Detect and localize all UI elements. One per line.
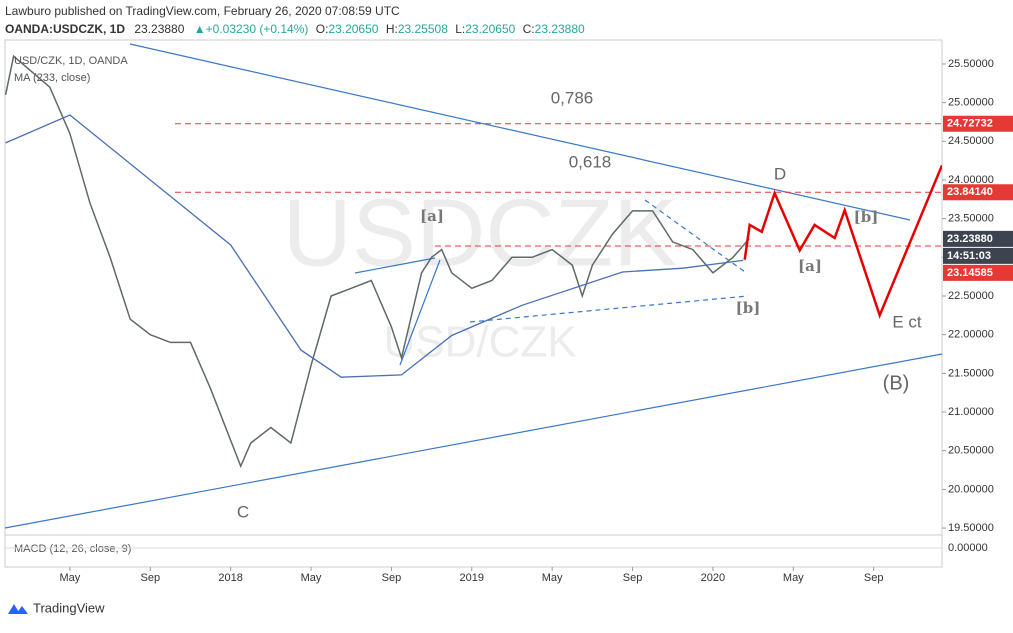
legend-entry: MA (233, close) xyxy=(14,72,90,84)
price-badge-label: 24.72732 xyxy=(947,118,993,130)
price-line xyxy=(5,54,750,469)
price-badge xyxy=(943,115,1013,132)
last: 23.23880 xyxy=(134,22,184,36)
trend-line xyxy=(399,259,441,366)
y-tick-label: 20.50000 xyxy=(948,445,994,457)
h-val: 23.25508 xyxy=(398,22,448,36)
y-tick-label: 21.00000 xyxy=(948,406,994,418)
watermark-sub: USD/CZK xyxy=(383,318,576,367)
wave-label: (B) xyxy=(883,372,910,394)
x-tick-label: Sep xyxy=(864,572,884,584)
c-val: 23.23880 xyxy=(535,22,585,36)
wave-label: D xyxy=(774,164,786,183)
price-badge xyxy=(943,230,1013,247)
change: ▲+0.03230 (+0.14%) xyxy=(194,22,309,36)
symbol: OANDA:USDCZK, 1D xyxy=(5,22,125,36)
trend-line xyxy=(354,257,436,274)
y-tick-label: 25.00000 xyxy=(948,97,994,109)
x-tick-label: 2020 xyxy=(701,572,725,584)
countdown-badge xyxy=(943,247,1013,264)
macd-pane xyxy=(4,534,943,568)
price-badge xyxy=(943,184,1013,201)
x-tick-label: May xyxy=(301,572,322,584)
wave-label: E ct xyxy=(892,312,922,331)
l-val: 23.20650 xyxy=(465,22,515,36)
fib-label: 0,618 xyxy=(569,152,612,171)
wave-label: [a] xyxy=(798,257,822,275)
o-val: 23.20650 xyxy=(328,22,378,36)
fib-label: 0,786 xyxy=(551,88,594,107)
y-tick-label: 22.50000 xyxy=(948,290,994,302)
x-tick-label: Sep xyxy=(140,572,160,584)
y-tick-label: 22.00000 xyxy=(948,329,994,341)
watermark: USDCZK xyxy=(283,179,678,286)
y-tick-label: 24.00000 xyxy=(948,174,994,186)
price-badge-label: 23.23880 xyxy=(947,233,993,245)
price-badge xyxy=(943,264,1013,281)
macd-label: MACD (12, 26, close, 9) xyxy=(14,543,131,555)
projection-line xyxy=(743,164,942,319)
o: O: xyxy=(316,22,329,36)
x-tick-label: Sep xyxy=(382,572,402,584)
y-tick-label: 20.00000 xyxy=(948,483,994,495)
trend-line xyxy=(469,295,749,323)
price-badge-label: 23.14585 xyxy=(947,267,993,279)
h: H: xyxy=(386,22,398,36)
trend-line xyxy=(129,43,911,221)
price-badge-label: 23.84140 xyxy=(947,186,993,198)
x-tick-label: Sep xyxy=(623,572,643,584)
countdown-label: 14:51:03 xyxy=(947,250,991,262)
c: C: xyxy=(523,22,535,36)
x-tick-label: 2018 xyxy=(218,572,242,584)
series-layer xyxy=(5,54,942,469)
logo xyxy=(8,604,28,614)
y-tick-label: 19.50000 xyxy=(948,522,994,534)
x-tick-label: May xyxy=(542,572,563,584)
wave-label: C xyxy=(237,502,249,521)
wave-label: [a] xyxy=(420,207,444,225)
y-tick-label: 24.50000 xyxy=(948,135,994,147)
trend-lines xyxy=(4,43,943,529)
l: L: xyxy=(455,22,465,36)
footer-text: TradingView xyxy=(33,600,105,615)
wave-label: [b] xyxy=(854,208,879,226)
legend-entry: USD/CZK, 1D, OANDA xyxy=(14,55,128,67)
x-tick-label: May xyxy=(60,572,81,584)
x-tick-label: 2019 xyxy=(460,572,484,584)
y-tick-label: 21.50000 xyxy=(948,367,994,379)
y-tick-label: 25.50000 xyxy=(948,58,994,70)
footer: TradingView xyxy=(8,600,105,615)
ma-line xyxy=(5,114,744,378)
trend-line xyxy=(4,353,943,529)
y-tick-label: 23.50000 xyxy=(948,213,994,225)
macd-tick-label: 0.00000 xyxy=(948,542,988,554)
wave-label: [b] xyxy=(736,299,761,317)
publisher: Lawburo published on TradingView.com, Fe… xyxy=(5,4,400,18)
change-value: +0.03230 (+0.14%) xyxy=(206,22,309,36)
x-tick-label: May xyxy=(783,572,804,584)
header-line: OANDA:USDCZK, 1D 23.23880 ▲+0.03230 (+0.… xyxy=(5,22,585,36)
